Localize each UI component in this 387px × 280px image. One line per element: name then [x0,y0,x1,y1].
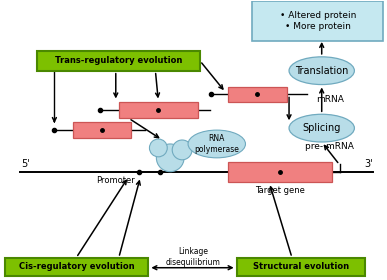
Bar [5,258,149,276]
Text: Splicing: Splicing [303,123,341,133]
Circle shape [156,144,184,172]
Circle shape [149,139,167,157]
FancyBboxPatch shape [252,1,383,41]
Text: Linkage
disequilibrium: Linkage disequilibrium [166,247,221,267]
Text: 3': 3' [364,159,373,169]
Text: mRNA: mRNA [316,95,344,104]
Text: pre- mRNA: pre- mRNA [305,143,354,151]
Text: • Altered protein
• More protein: • Altered protein • More protein [279,11,356,31]
Text: Structural evolution: Structural evolution [253,262,349,271]
Text: Target gene: Target gene [255,186,305,195]
Ellipse shape [188,130,245,158]
Text: Cis-regulatory evolution: Cis-regulatory evolution [19,262,135,271]
Circle shape [172,140,192,160]
Bar [37,51,200,71]
Bar [236,258,365,276]
Bar [228,87,287,102]
Bar [73,122,131,138]
Text: Translation: Translation [295,66,348,76]
Bar [119,102,198,118]
Text: Trans-regulatory evolution: Trans-regulatory evolution [55,56,182,65]
Text: Promoter: Promoter [96,176,135,185]
Text: RNA
polymerase: RNA polymerase [194,134,239,154]
Bar [228,162,332,182]
Text: 5': 5' [21,159,29,169]
Ellipse shape [289,57,354,85]
Ellipse shape [289,114,354,142]
